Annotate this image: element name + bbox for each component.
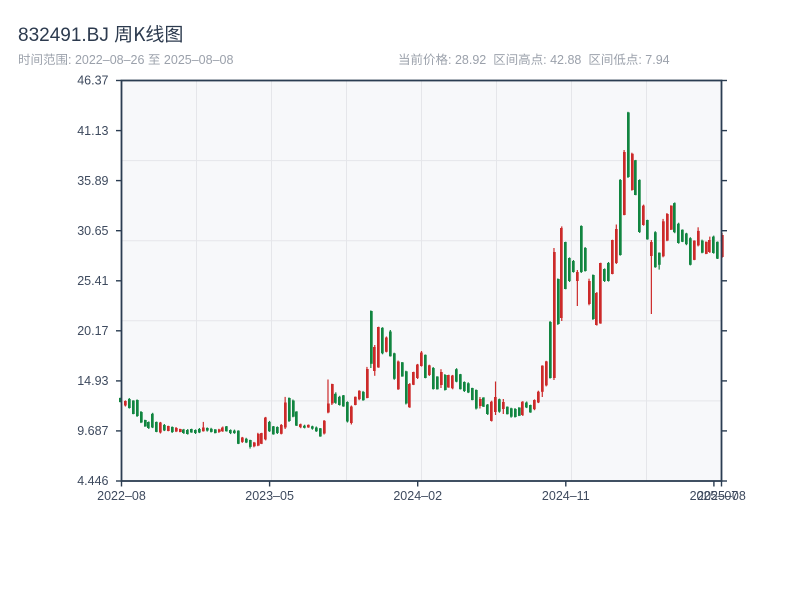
svg-text:: 42.88: : 42.88 xyxy=(543,53,581,67)
svg-text:9.687: 9.687 xyxy=(77,424,108,438)
svg-text:25.41: 25.41 xyxy=(77,274,108,288)
svg-text:14.93: 14.93 xyxy=(77,374,108,388)
svg-text:2025–07: 2025–07 xyxy=(690,489,739,503)
svg-text:30.65: 30.65 xyxy=(77,224,108,238)
svg-text:: 7.94: : 7.94 xyxy=(638,53,669,67)
svg-text:2024–11: 2024–11 xyxy=(542,489,590,503)
svg-text:2025–08–08: 2025–08–08 xyxy=(160,53,233,67)
svg-text:832491.BJ: 832491.BJ xyxy=(18,25,109,46)
svg-text:2025–08: 2025–08 xyxy=(697,489,746,503)
svg-text:: 2022–08–26: : 2022–08–26 xyxy=(68,53,148,67)
svg-text:2023–05: 2023–05 xyxy=(245,489,294,503)
svg-text:20.17: 20.17 xyxy=(77,324,108,338)
svg-text:46.37: 46.37 xyxy=(77,74,108,88)
svg-text:41.13: 41.13 xyxy=(77,124,108,138)
svg-text:: 28.92: : 28.92 xyxy=(448,53,486,67)
svg-text:2024–02: 2024–02 xyxy=(393,489,442,503)
svg-text:35.89: 35.89 xyxy=(77,174,108,188)
svg-text:4.446: 4.446 xyxy=(77,474,108,488)
svg-text:2022–08: 2022–08 xyxy=(97,489,146,503)
